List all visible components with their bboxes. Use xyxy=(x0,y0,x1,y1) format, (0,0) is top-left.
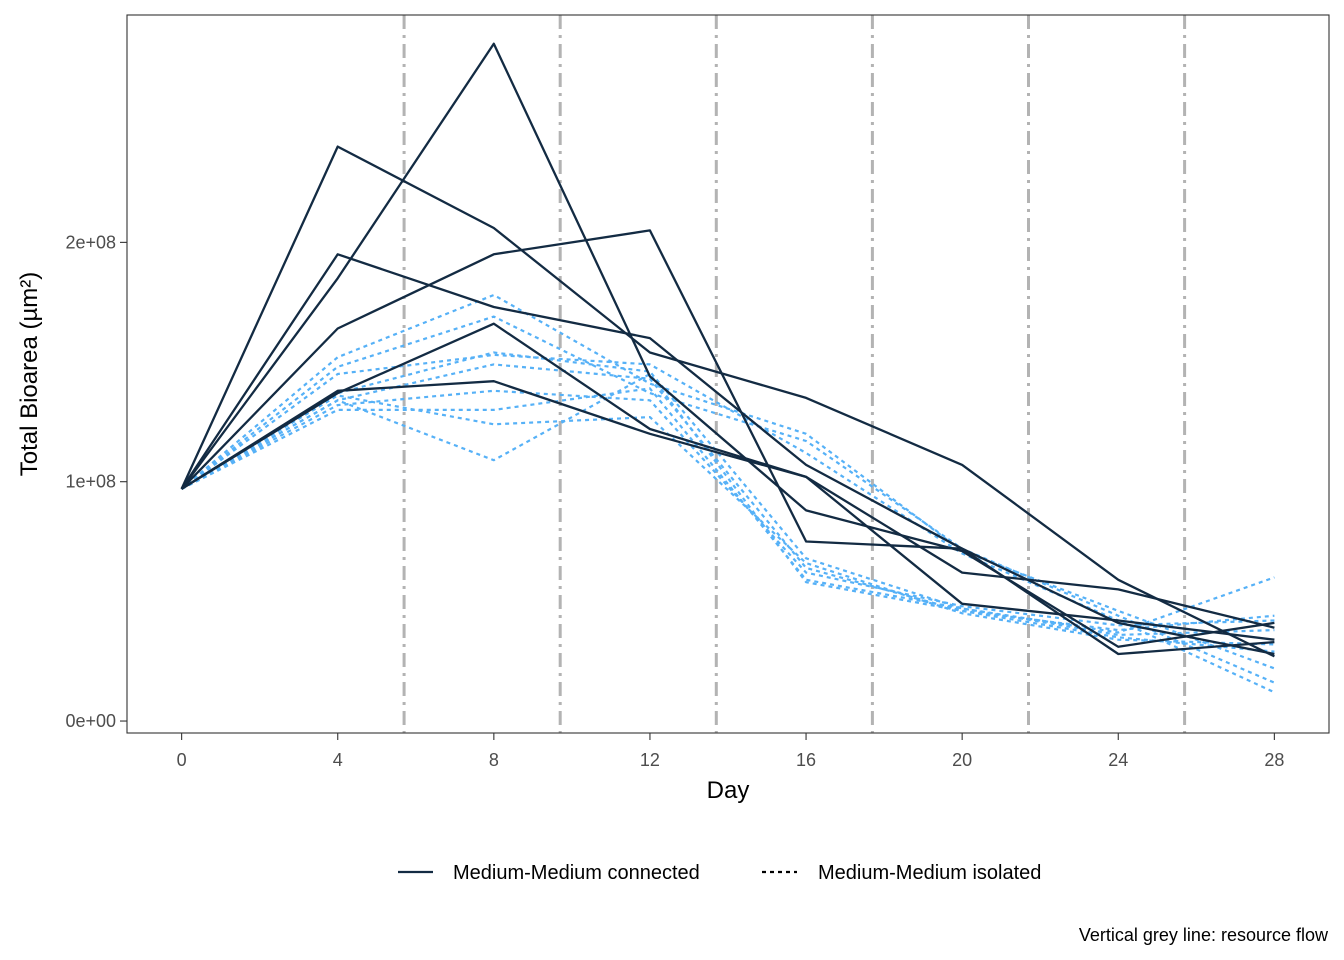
x-axis: 0 4 8 12 16 20 24 28 xyxy=(177,733,1284,770)
y-axis-title: Total Bioarea (µm²) xyxy=(16,272,43,477)
series-line-isolated-12 xyxy=(181,389,1275,627)
series-line-connected-5 xyxy=(180,380,1275,641)
series-line-connected-4 xyxy=(180,229,1275,656)
x-tick-label-24: 24 xyxy=(1108,750,1128,770)
legend: Medium-Medium connected Medium-Medium is… xyxy=(398,862,1041,884)
y-tick-label-0: 0e+00 xyxy=(65,711,116,731)
x-tick-label-8: 8 xyxy=(489,750,499,770)
series-line-connected-3 xyxy=(180,253,1275,656)
x-tick-label-12: 12 xyxy=(640,750,660,770)
x-tick-label-0: 0 xyxy=(177,750,187,770)
y-tick-label-2: 2e+08 xyxy=(65,232,116,252)
series-line-isolated-14 xyxy=(181,394,1275,646)
series-line-connected-2 xyxy=(180,42,1275,648)
x-axis-title: Day xyxy=(707,777,750,804)
y-tick-label-1: 1e+08 xyxy=(65,472,116,492)
x-tick-label-4: 4 xyxy=(333,750,343,770)
x-tick-label-28: 28 xyxy=(1264,750,1284,770)
series-line-isolated-10 xyxy=(181,351,1275,634)
caption: Vertical grey line: resource flow xyxy=(1079,925,1329,945)
series-line-isolated-15 xyxy=(181,372,1275,653)
legend-label-isolated: Medium-Medium isolated xyxy=(818,862,1041,884)
y-axis: 0e+00 1e+08 2e+08 xyxy=(65,232,127,731)
series-line-isolated-8 xyxy=(180,315,1275,684)
x-tick-label-16: 16 xyxy=(796,750,816,770)
resource-flow-lines xyxy=(402,15,1187,733)
series-lines xyxy=(180,42,1275,694)
series-line-isolated-7 xyxy=(180,293,1275,670)
series-line-connected-1 xyxy=(180,145,1275,658)
plot-panel-border xyxy=(126,14,1330,734)
x-tick-label-20: 20 xyxy=(952,750,972,770)
series-line-isolated-11 xyxy=(181,363,1275,632)
series-line-connected-6 xyxy=(180,322,1275,629)
legend-label-connected: Medium-Medium connected xyxy=(453,862,700,884)
